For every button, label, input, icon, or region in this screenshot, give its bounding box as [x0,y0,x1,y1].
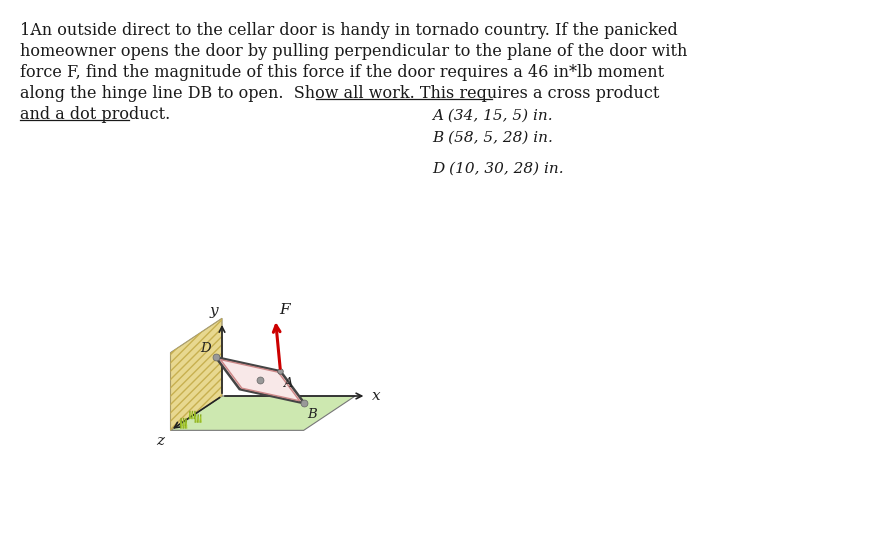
Text: A: A [284,377,293,390]
Polygon shape [216,357,304,403]
Text: force F, find the magnitude of this force if the door requires a 46 in*lb moment: force F, find the magnitude of this forc… [20,64,665,81]
Text: B (58, 5, 28) in.: B (58, 5, 28) in. [432,131,553,145]
Text: A (34, 15, 5) in.: A (34, 15, 5) in. [432,109,553,123]
Text: F: F [279,303,290,317]
Polygon shape [220,360,300,401]
Text: and a dot product.: and a dot product. [20,106,170,123]
Text: B: B [308,409,318,421]
Text: y: y [210,304,218,318]
Polygon shape [170,396,355,430]
Text: homeowner opens the door by pulling perpendicular to the plane of the door with: homeowner opens the door by pulling perp… [20,43,688,60]
Text: D (10, 30, 28) in.: D (10, 30, 28) in. [432,162,564,176]
Text: x: x [372,389,381,403]
Text: D: D [200,342,211,355]
Text: along the hinge line DB to open.  Show all work. This requires a cross product: along the hinge line DB to open. Show al… [20,85,659,102]
Text: An outside direct to the cellar door is handy in tornado country. If the panicke: An outside direct to the cellar door is … [20,22,678,39]
Text: 1.: 1. [20,22,36,39]
Polygon shape [170,318,222,430]
Text: z: z [156,434,164,448]
